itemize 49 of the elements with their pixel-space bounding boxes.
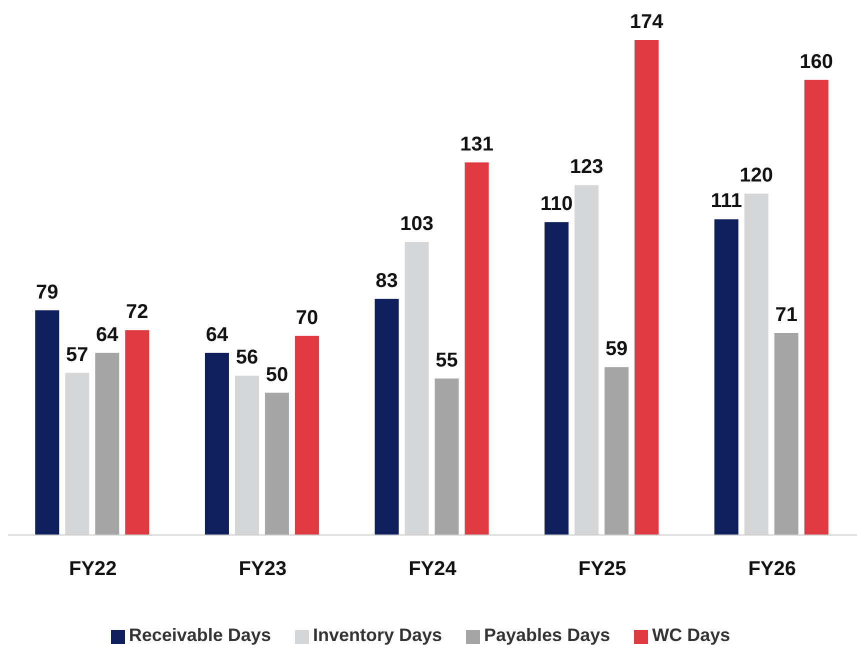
data-label: 103	[400, 212, 434, 235]
bar	[804, 80, 828, 535]
legend-label: Receivable Days	[128, 625, 271, 645]
bar	[65, 372, 90, 535]
data-label: 55	[436, 350, 458, 372]
data-label: 131	[460, 133, 494, 156]
data-label: 64	[206, 324, 229, 346]
data-label: 64	[96, 324, 120, 346]
bar	[234, 376, 259, 535]
data-label: 123	[570, 156, 604, 178]
bar	[544, 222, 569, 535]
bar	[204, 352, 229, 535]
bar	[464, 162, 489, 535]
bar	[125, 330, 150, 535]
bar	[95, 352, 120, 535]
data-label: 56	[236, 346, 258, 369]
bar	[634, 40, 659, 535]
bar	[264, 392, 289, 535]
bar	[774, 333, 798, 535]
data-label: 50	[266, 364, 288, 386]
bar	[294, 336, 319, 535]
data-label: 83	[376, 270, 398, 292]
data-label: 57	[66, 344, 88, 366]
bar	[744, 194, 768, 535]
x-tick-label: FY23	[238, 558, 287, 580]
data-label: 70	[296, 306, 318, 329]
x-tick-label: FY25	[578, 558, 626, 580]
data-label: 59	[605, 338, 628, 360]
legend-label: Payables Days	[484, 625, 610, 645]
data-label: 174	[630, 11, 664, 33]
legend-label: Inventory Days	[312, 625, 442, 645]
data-label: 72	[126, 301, 148, 324]
legend-label: WC Days	[652, 625, 730, 645]
x-tick-label: FY26	[748, 558, 796, 580]
x-tick-label: FY24	[408, 558, 458, 580]
data-label: 120	[740, 164, 774, 187]
bar	[374, 298, 399, 535]
x-tick-label: FY22	[68, 558, 117, 580]
bar	[35, 310, 60, 535]
bar	[434, 378, 459, 535]
data-label: 110	[540, 193, 573, 216]
bar	[714, 219, 738, 535]
bar	[404, 242, 429, 535]
data-label: 111	[710, 190, 742, 212]
data-label: 160	[800, 50, 834, 73]
data-label: 79	[36, 281, 58, 304]
bar	[574, 185, 599, 535]
data-label: 71	[775, 304, 798, 326]
bar	[604, 367, 629, 535]
